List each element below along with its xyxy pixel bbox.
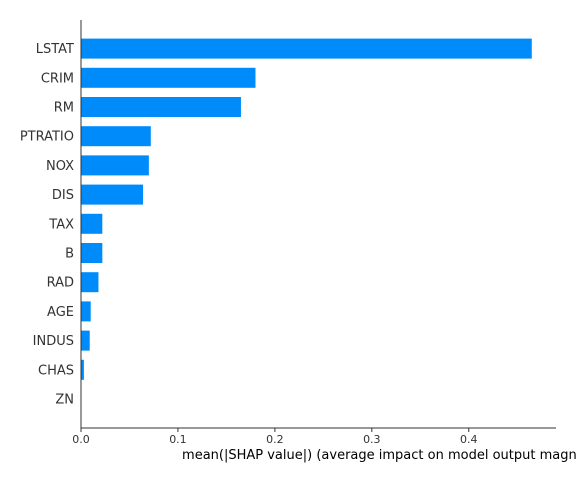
bar-crim [81,67,256,88]
bar-age [81,301,91,322]
category-label-nox: NOX [46,159,74,174]
category-label-b: B [65,247,74,262]
category-label-tax: TAX [48,217,74,232]
category-label-ptratio: PTRATIO [20,130,74,145]
bar-nox [81,155,149,176]
bar-chas [81,359,84,380]
bar-rad [81,272,99,293]
bar-b [81,243,103,263]
category-label-rm: RM [54,101,74,116]
x-tick-label: 0.0 [72,433,90,446]
x-tick-label: 0.2 [266,433,284,446]
category-label-dis: DIS [52,188,74,203]
bar-indus [81,330,90,351]
bar-rm [81,97,241,117]
category-label-indus: INDUS [33,334,74,349]
x-ticks-group: 0.0 0.1 0.2 0.3 0.4 [72,428,478,446]
bar-lstat [81,38,532,59]
x-axis-title: mean(|SHAP value|) (average impact on mo… [182,448,576,463]
category-labels-group: LSTAT CRIM RM PTRATIO NOX DIS TAX B RAD AGE INDUS C… [20,42,74,407]
bars-group [81,38,532,380]
category-label-crim: CRIM [41,71,74,86]
bar-tax [81,213,103,234]
x-tick-label: 0.1 [169,433,187,446]
category-label-lstat: LSTAT [36,42,74,57]
bar-ptratio [81,126,151,147]
category-label-zn: ZN [55,393,74,408]
bar-dis [81,184,144,205]
category-label-age: AGE [47,305,74,320]
x-tick-label: 0.3 [363,433,381,446]
x-tick-label: 0.4 [460,433,478,446]
category-label-rad: RAD [47,276,74,291]
category-label-chas: CHAS [38,363,74,378]
